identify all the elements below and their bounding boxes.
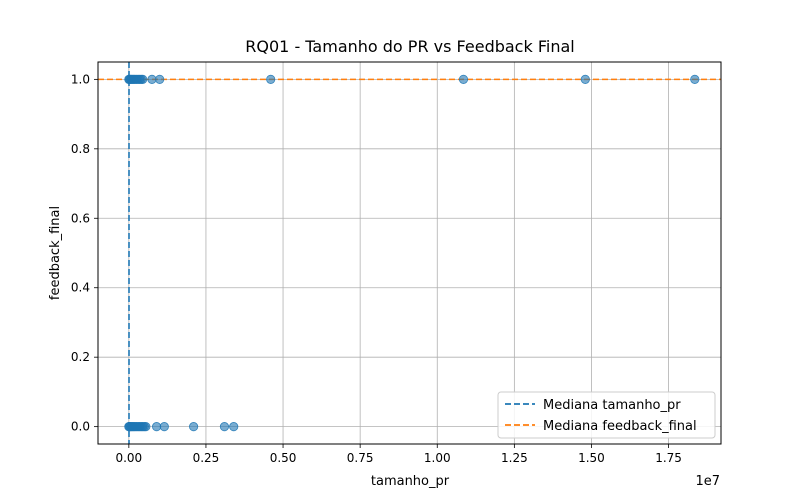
scatter-point: [229, 422, 239, 432]
x-tick-label: 1.25: [501, 451, 528, 465]
scatter-point: [580, 74, 590, 84]
scatter-point: [189, 422, 199, 432]
scatter-point: [458, 74, 469, 84]
x-axis-label: tamanho_pr: [371, 474, 450, 489]
x-tick-label: 1.00: [424, 451, 451, 465]
x-tick-label: 0.25: [193, 451, 220, 465]
chart-title: RQ01 - Tamanho do PR vs Feedback Final: [245, 37, 574, 56]
data-points: [124, 74, 700, 432]
x-tick-label: 1.50: [578, 451, 605, 465]
x-tick-label: 1.75: [655, 451, 682, 465]
legend-label-median-y: Mediana feedback_final: [543, 419, 697, 434]
scatter-point: [690, 74, 700, 84]
median-lines: [98, 62, 721, 444]
legend: Mediana tamanho_pr Mediana feedback_fina…: [497, 391, 716, 439]
y-tick-label: 0.6: [71, 211, 90, 225]
y-tick-label: 1.0: [71, 72, 90, 86]
scatter-point: [159, 422, 169, 432]
x-offset-label: 1e7: [695, 474, 720, 489]
legend-box: [497, 391, 716, 439]
scatter-point: [219, 422, 230, 432]
x-tick-label: 0.75: [347, 451, 374, 465]
scatter-point: [138, 74, 148, 84]
scatter-point: [141, 422, 151, 432]
y-tick-label: 0.2: [71, 350, 90, 364]
scatter-point: [151, 422, 162, 432]
y-tick-label: 0.8: [71, 142, 90, 156]
y-tick-label: 0.4: [71, 281, 90, 295]
legend-label-median-x: Mediana tamanho_pr: [543, 398, 681, 413]
scatter-point: [147, 74, 157, 84]
y-tick-label: 0.0: [71, 420, 90, 434]
scatter-point: [266, 74, 276, 84]
x-tick-label: 0.00: [115, 451, 142, 465]
axis-ticks: 0.00 0.25 0.50 0.75 1.00 1.25 1.50 1.75 0.0 0.2 0.…: [71, 72, 682, 465]
y-axis-label: feedback_final: [48, 206, 63, 300]
plot-frame: [97, 61, 722, 445]
grid-lines: [98, 62, 721, 444]
scatter-point: [155, 74, 165, 84]
x-tick-label: 0.50: [270, 451, 297, 465]
